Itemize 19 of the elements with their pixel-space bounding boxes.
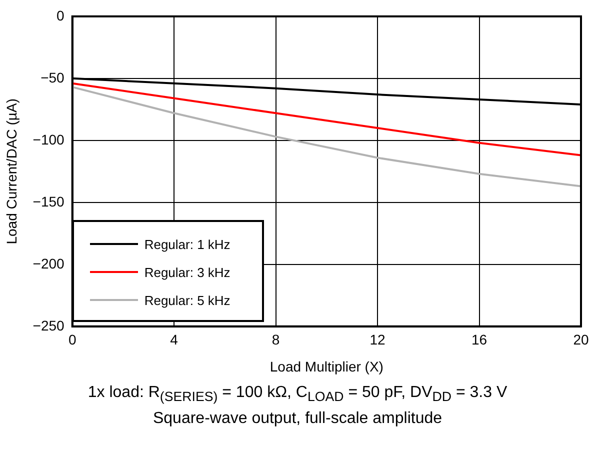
y-tick-label: 0 (56, 7, 65, 24)
x-tick-label: 20 (573, 332, 589, 348)
text: 1x load: R$_{(SERIES)}$ = 100 kΩ, C$_{LOAD}$ = 50 pF, DV$_{DD}$ = 3.3 V (86, 383, 508, 406)
text: Square-wave output, full-scale amplitude (152, 409, 444, 430)
legend-label: Regular: 1 kHz (144, 236, 230, 252)
y-axis-title: Load Current/DAC (µA) (3, 98, 20, 244)
x-tick-label: 16 (471, 332, 488, 348)
x-tick-label: 0 (68, 332, 76, 348)
y-tick-label: −100 (32, 131, 65, 148)
legend-label: Regular: 5 kHz (144, 292, 230, 308)
y-tick-label: −150 (32, 193, 65, 210)
x-tick-label: 12 (370, 332, 386, 348)
y-tick-label: −200 (32, 255, 65, 272)
legend-label: Regular: 3 kHz (144, 264, 230, 280)
y-tick-label: −50 (40, 69, 65, 86)
x-tick-label: 8 (272, 332, 280, 348)
y-tick-label: −250 (32, 317, 65, 334)
x-axis-title: Load Multiplier (X) (270, 358, 384, 374)
x-tick-label: 4 (170, 332, 178, 348)
